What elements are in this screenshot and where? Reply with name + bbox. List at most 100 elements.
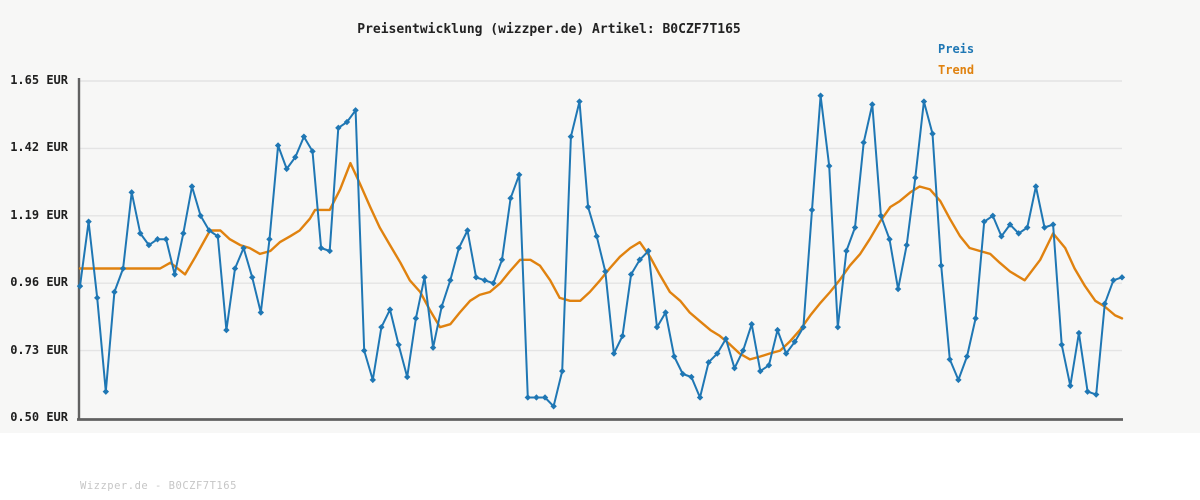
data-point-marker	[137, 230, 144, 237]
data-point-marker	[395, 341, 402, 348]
data-point-marker	[1092, 391, 1100, 398]
y-tick-label: 1.19 EUR	[10, 207, 68, 222]
axes	[77, 78, 1123, 421]
y-tick-label: 0.96 EUR	[10, 275, 68, 290]
trend-line	[78, 161, 1124, 361]
data-point-marker	[782, 350, 790, 357]
data-point-marker	[1041, 224, 1048, 231]
data-point-marker	[989, 212, 997, 219]
data-point-marker	[714, 350, 721, 357]
price-markers	[76, 92, 1126, 410]
data-point-marker	[76, 282, 84, 290]
data-point-marker	[894, 285, 902, 293]
data-point-marker	[266, 236, 273, 243]
data-point-marker	[335, 124, 342, 132]
data-point-marker	[903, 241, 910, 249]
data-point-marker	[670, 353, 678, 360]
data-point-marker	[559, 367, 566, 375]
data-point-marker	[912, 174, 919, 181]
legend-trend-label: Trend	[938, 63, 975, 77]
data-point-marker	[688, 373, 695, 381]
data-point-marker	[180, 230, 187, 237]
price-chart-figure: Preisentwicklung (wizzper.de) Artikel: B…	[10, 22, 1126, 424]
data-point-marker	[421, 274, 428, 281]
footer-watermark: Wizzper.de - B0CZF7T165	[80, 480, 237, 492]
data-point-marker	[498, 256, 506, 263]
data-point-marker	[1006, 221, 1014, 228]
data-point-marker	[696, 394, 704, 401]
data-point-marker	[283, 165, 290, 173]
chart-title: Preisentwicklung (wizzper.de) Artikel: B…	[357, 22, 741, 37]
data-point-marker	[231, 265, 239, 272]
chart-legend: Preis Trend	[938, 39, 974, 81]
data-point-marker	[119, 265, 127, 272]
data-point-marker	[438, 303, 445, 310]
data-point-marker	[877, 212, 885, 219]
data-point-marker	[851, 224, 859, 231]
data-point-marker	[223, 326, 230, 334]
data-point-marker	[481, 277, 488, 284]
data-point-marker	[102, 388, 110, 395]
data-point-marker	[447, 277, 454, 284]
data-point-marker	[412, 315, 420, 322]
data-point-marker	[739, 347, 747, 354]
data-point-marker	[455, 244, 463, 252]
data-point-marker	[128, 189, 135, 196]
data-point-marker	[162, 236, 170, 243]
data-point-marker	[1058, 341, 1065, 348]
data-point-marker	[240, 244, 247, 252]
data-point-marker	[1084, 388, 1091, 395]
data-point-marker	[748, 321, 755, 328]
data-point-marker	[1075, 329, 1083, 337]
data-point-marker	[111, 288, 118, 296]
data-point-marker	[464, 227, 471, 234]
data-point-marker	[171, 271, 178, 278]
data-point-marker	[154, 236, 161, 243]
data-point-marker	[541, 394, 549, 401]
data-point-marker	[679, 370, 687, 378]
plot-area	[76, 78, 1126, 421]
data-point-marker	[955, 376, 962, 384]
data-point-marker	[963, 353, 971, 360]
data-point-marker	[705, 359, 712, 366]
data-point-marker	[257, 309, 265, 316]
data-point-marker	[274, 142, 282, 149]
data-point-marker	[774, 326, 781, 334]
data-point-marker	[610, 350, 618, 357]
data-point-marker	[1024, 224, 1031, 231]
data-point-marker	[360, 347, 368, 354]
data-point-marker	[386, 306, 394, 313]
data-point-marker	[731, 364, 738, 372]
data-point-marker	[920, 98, 928, 105]
data-point-marker	[602, 268, 609, 275]
data-point-marker	[645, 247, 652, 255]
data-point-marker	[765, 362, 773, 369]
data-point-marker	[593, 233, 600, 240]
data-point-marker	[791, 338, 798, 346]
data-point-marker	[188, 183, 196, 190]
data-point-marker	[85, 218, 92, 225]
data-point-marker	[1049, 221, 1057, 228]
data-point-marker	[869, 101, 876, 108]
data-point-marker	[826, 162, 833, 170]
data-point-marker	[317, 244, 325, 252]
data-point-marker	[300, 133, 308, 140]
data-point-marker	[834, 323, 842, 331]
data-point-marker	[352, 107, 359, 114]
data-point-marker	[197, 212, 204, 219]
data-point-marker	[627, 271, 635, 278]
data-point-marker	[404, 373, 411, 381]
data-point-marker	[972, 315, 979, 322]
data-point-marker	[567, 133, 575, 140]
data-point-marker	[619, 332, 626, 340]
data-point-marker	[937, 262, 945, 269]
y-tick-label: 0.50 EUR	[10, 410, 68, 424]
data-point-marker	[808, 206, 816, 214]
data-point-marker	[1067, 382, 1074, 389]
data-point-marker	[550, 403, 557, 410]
data-point-marker	[343, 118, 351, 126]
data-point-marker	[378, 323, 385, 331]
data-point-marker	[946, 356, 953, 363]
data-point-marker	[886, 236, 893, 243]
data-point-marker	[843, 247, 850, 255]
